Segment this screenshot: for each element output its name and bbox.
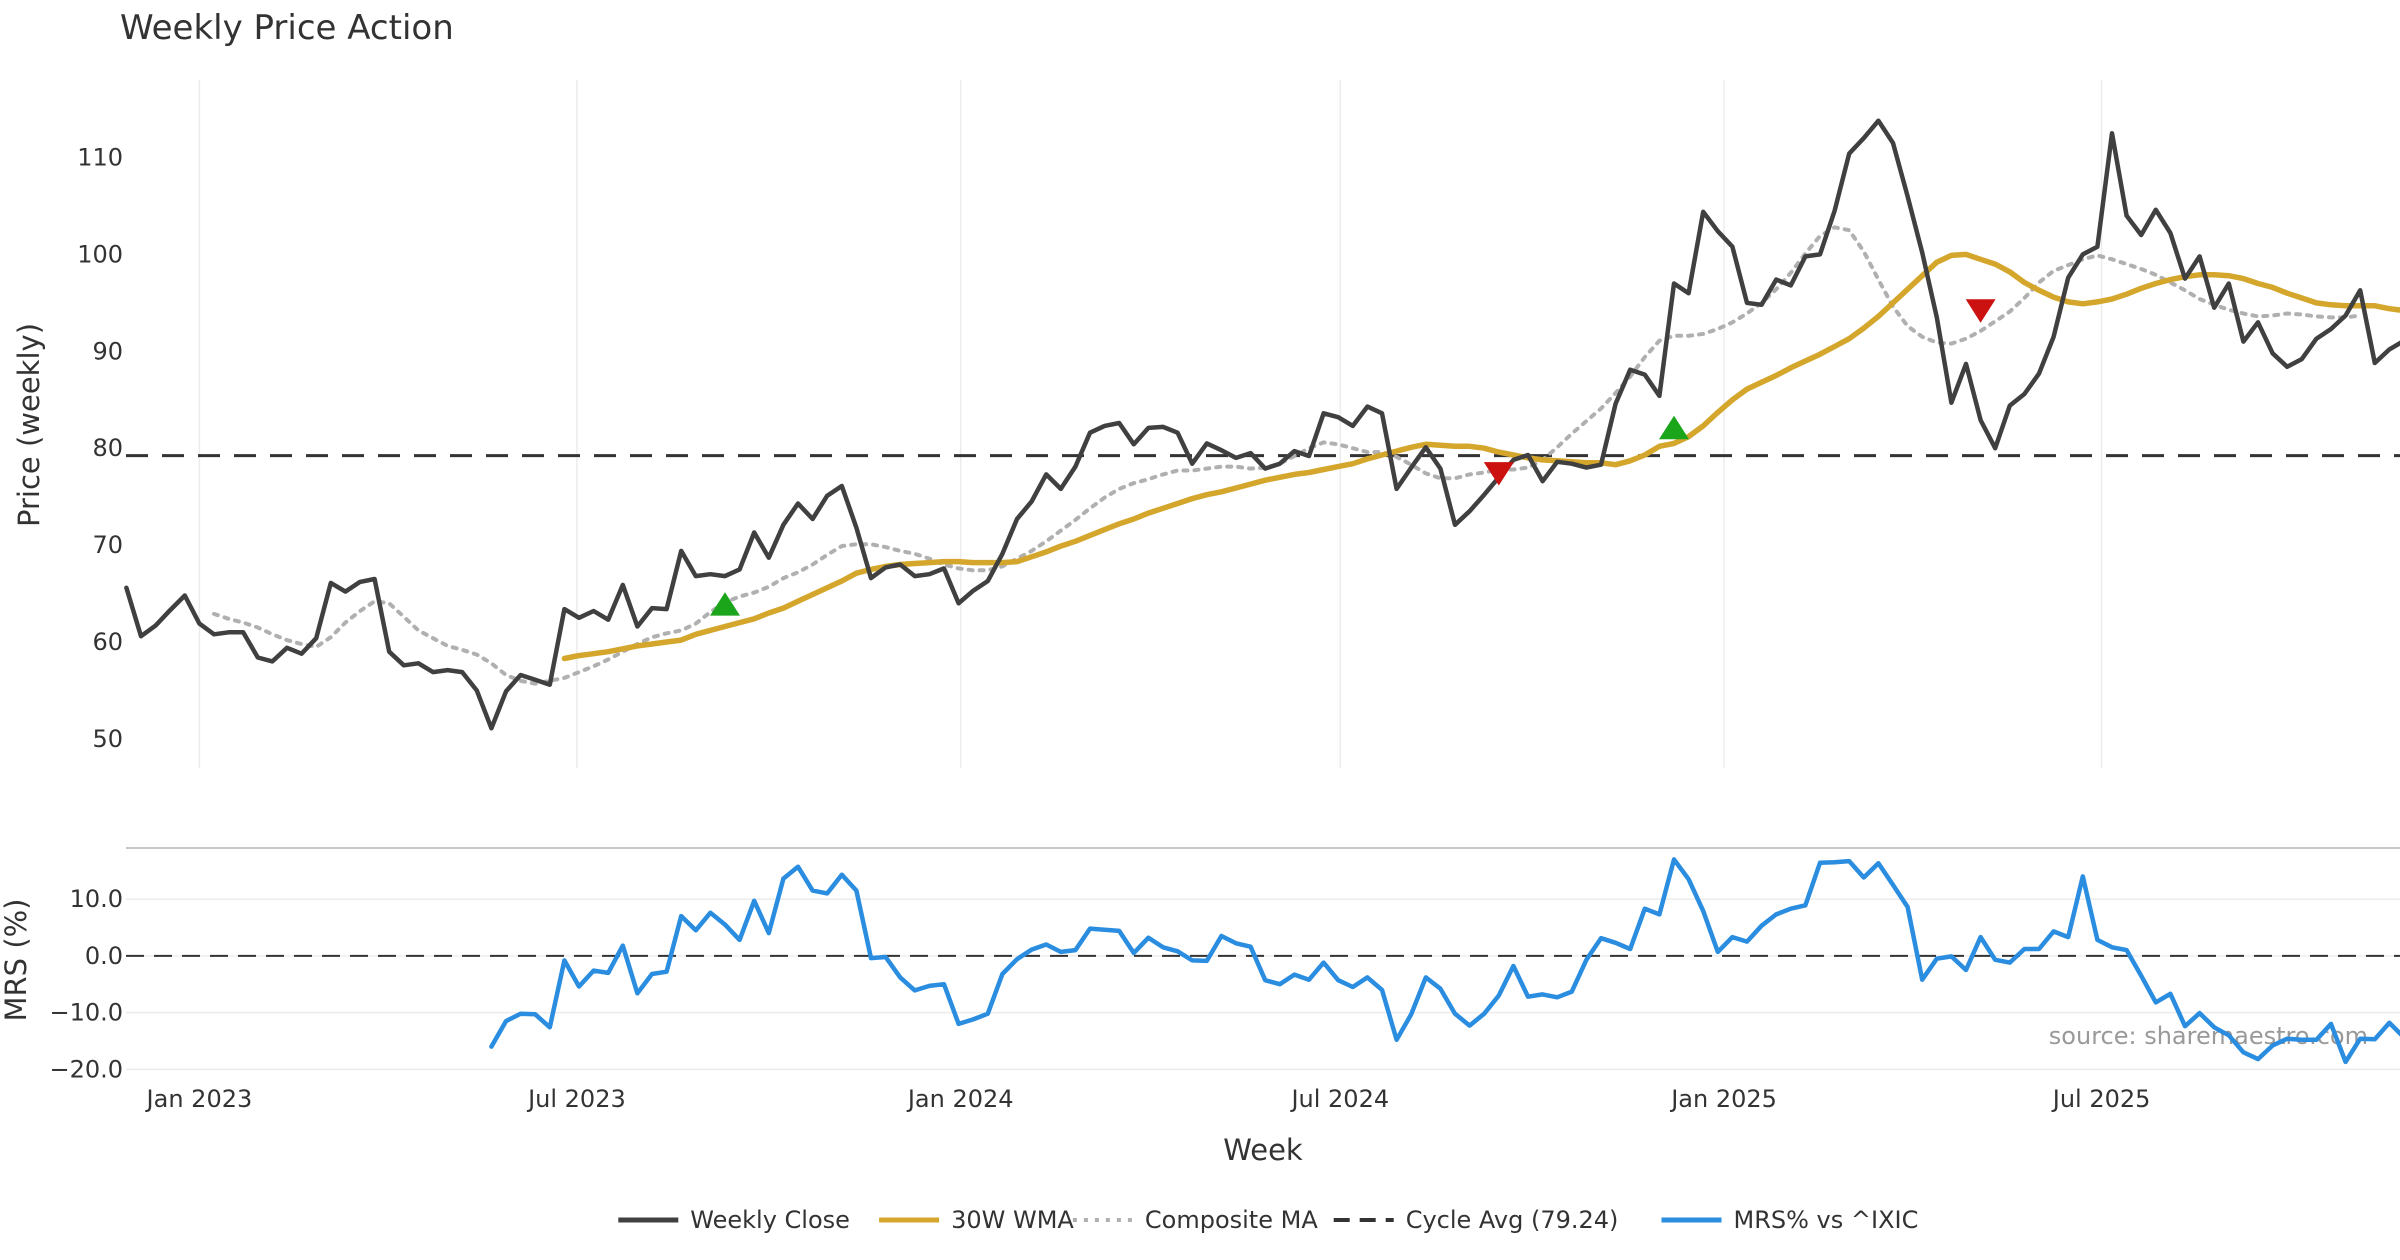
price-y-tick-label: 50 <box>92 725 123 753</box>
mrs-y-tick-label: 0.0 <box>85 942 123 970</box>
legend-item: Cycle Avg (79.24) <box>1333 1206 1619 1234</box>
legend-item: Composite MA <box>1072 1206 1318 1234</box>
price-y-tick-label: 70 <box>92 531 123 559</box>
signal-markers <box>710 299 1996 616</box>
legend-label: Cycle Avg (79.24) <box>1406 1206 1619 1234</box>
x-tick-label: Jan 2025 <box>1669 1085 1777 1113</box>
series-weekly-close <box>124 118 2400 731</box>
price-y-axis-label: Price (weekly) <box>12 323 46 527</box>
mrs-y-tick-label: −20.0 <box>49 1055 123 1083</box>
price-series-group <box>124 118 2400 731</box>
series-30w-wma <box>561 251 2400 662</box>
x-tick-label: Jul 2024 <box>1289 1085 1389 1113</box>
mrs-grid <box>126 847 2400 1071</box>
price-y-tick-label: 100 <box>77 240 123 268</box>
sell-signal-marker <box>1965 299 1996 323</box>
legend-label: Composite MA <box>1145 1206 1318 1234</box>
legend-item: MRS% vs ^IXIC <box>1661 1206 1919 1234</box>
mrs-y-tick-label: −10.0 <box>49 999 123 1027</box>
price-grid <box>198 80 2103 768</box>
legend: Weekly Close 30W WMA Composite MA Cycle Avg… <box>618 1206 1918 1234</box>
x-tick-label: Jan 2023 <box>145 1085 253 1113</box>
price-y-tick-label: 90 <box>92 337 123 365</box>
x-ticks: Jan 2023 Jul 2023 Jan 2024 Jul 2024 Jan 2025… <box>145 1085 2151 1113</box>
legend-item: Weekly Close <box>618 1206 850 1234</box>
legend-label: 30W WMA <box>951 1206 1074 1234</box>
price-y-ticks: 50 60 70 80 90 100 110 <box>77 144 123 753</box>
x-tick-label: Jul 2025 <box>2051 1085 2151 1113</box>
chart-title: Weekly Price Action <box>120 8 454 48</box>
series-composite-ma <box>212 225 2363 686</box>
sell-signal-marker <box>1483 462 1514 486</box>
series-mrs <box>489 857 2400 1065</box>
x-tick-label: Jul 2023 <box>526 1085 626 1113</box>
buy-signal-marker <box>1659 415 1689 440</box>
price-y-tick-label: 60 <box>92 628 123 656</box>
buy-signal-marker <box>710 592 740 616</box>
price-y-tick-label: 110 <box>77 144 123 172</box>
x-axis-label: Week <box>1223 1133 1303 1167</box>
legend-label: Weekly Close <box>690 1206 850 1234</box>
mrs-series-group <box>489 857 2400 1065</box>
legend-item: 30W WMA <box>879 1206 1074 1234</box>
price-y-tick-label: 80 <box>92 434 123 462</box>
mrs-y-ticks: −20.0 −10.0 0.0 10.0 <box>49 885 123 1083</box>
mrs-y-axis-label: MRS (%) <box>0 899 33 1022</box>
legend-label: MRS% vs ^IXIC <box>1734 1206 1919 1234</box>
mrs-y-tick-label: 10.0 <box>70 885 123 913</box>
source-annotation: source: sharemaestro.com <box>2049 1022 2368 1050</box>
x-tick-label: Jan 2024 <box>906 1085 1014 1113</box>
